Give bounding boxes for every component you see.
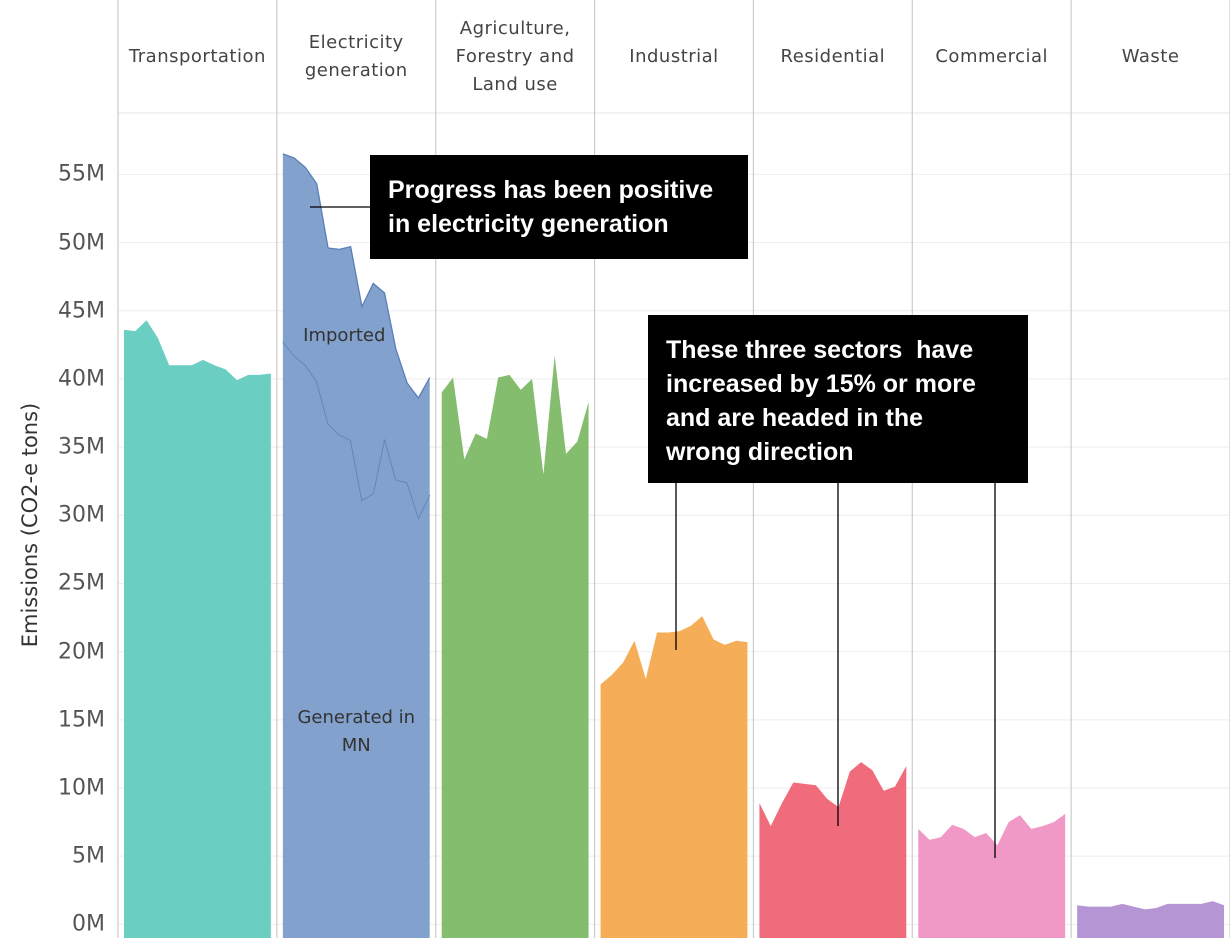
- panel-title: Commercial: [935, 45, 1049, 67]
- annotation-line: increased by 15% or more: [666, 370, 976, 398]
- panel-title: Agriculture, Forestry and Land use: [455, 17, 575, 95]
- y-tick-label: 40M: [58, 366, 105, 392]
- y-tick-label: 55M: [58, 161, 105, 187]
- area: [282, 342, 430, 938]
- series-label: Generated in MN: [297, 707, 416, 756]
- annotation-line: These three sectors have: [666, 336, 974, 364]
- area: [441, 355, 589, 938]
- area: [759, 762, 907, 938]
- area-edge: [282, 153, 431, 400]
- y-tick-label: 0M: [72, 911, 105, 937]
- annotation-line: and are headed in the: [666, 404, 924, 432]
- area: [1077, 901, 1224, 938]
- area: [124, 320, 271, 938]
- y-tick-label: 50M: [58, 230, 105, 256]
- y-tick-label: 45M: [58, 298, 105, 324]
- y-tick-label: 15M: [58, 707, 105, 733]
- annotation-box: Progress has been positive in electricity…: [370, 155, 748, 259]
- y-tick-label: 35M: [58, 434, 105, 460]
- panel-title: Industrial: [629, 45, 719, 67]
- panel-title: Electricity generation: [304, 31, 408, 81]
- y-tick-label: 10M: [58, 775, 105, 801]
- area: [600, 616, 748, 938]
- area: [918, 813, 1066, 938]
- panel-title: Waste: [1121, 45, 1180, 67]
- annotation-line: Progress has been positive: [388, 176, 714, 204]
- y-tick-label: 25M: [58, 570, 105, 596]
- annotation-box: These three sectors have increased by 15%…: [648, 315, 1028, 483]
- y-tick-label: 5M: [72, 843, 105, 869]
- panel-title: Transportation: [128, 45, 266, 67]
- panel-title: Residential: [780, 45, 886, 67]
- annotation-line: wrong direction: [666, 438, 854, 466]
- area: [282, 153, 430, 518]
- y-tick-label: 30M: [58, 502, 105, 528]
- y-tick-label: 20M: [58, 639, 105, 665]
- leader-lines: [310, 206, 996, 858]
- annotation-line: in electricity generation: [388, 210, 669, 238]
- series-label: Imported: [303, 325, 386, 346]
